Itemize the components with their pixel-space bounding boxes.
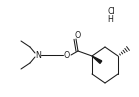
Text: O: O	[75, 30, 81, 39]
Text: N: N	[35, 51, 41, 59]
Text: Cl: Cl	[108, 7, 116, 16]
Polygon shape	[92, 56, 102, 63]
Text: O: O	[64, 51, 70, 59]
Text: H: H	[107, 16, 113, 25]
